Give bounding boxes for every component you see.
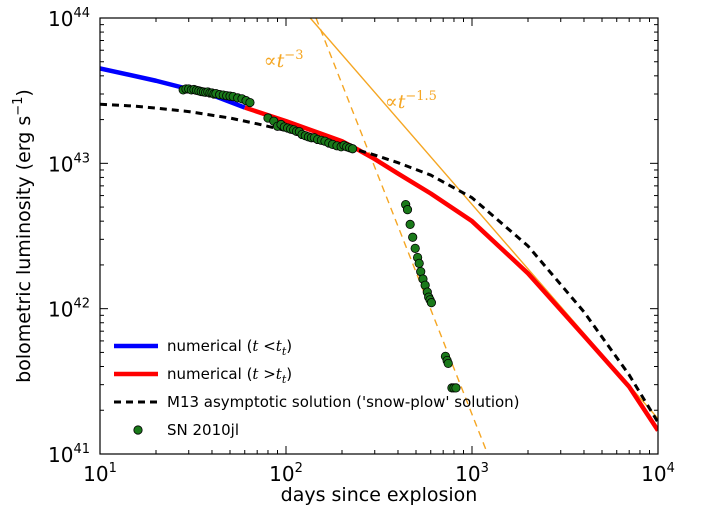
legend-swatch-obs: [134, 426, 142, 434]
data-point-obs-23: [246, 98, 254, 106]
data-point-obs-54: [411, 244, 419, 252]
data-point-obs-63: [427, 298, 435, 306]
data-point-obs-56: [415, 259, 423, 267]
annotation-ann3: ∝t−3: [264, 48, 304, 72]
y-tick-label: 1043: [48, 151, 90, 176]
annotation-ann15: ∝t−1.5: [385, 89, 437, 113]
y-axis-title: bolometric luminosity (erg s−1): [11, 89, 35, 383]
x-tick-label: 101: [83, 461, 117, 486]
data-point-obs-53: [409, 233, 417, 241]
x-tick-label: 102: [269, 461, 303, 486]
data-point-obs-66: [444, 359, 452, 367]
data-point-obs-69: [452, 384, 460, 392]
legend-label-num_early: numerical (t <tt): [167, 337, 292, 358]
series-line-num_late: [245, 108, 658, 431]
annotation-layer: ∝t−3 ∝t−1.5: [264, 48, 437, 113]
x-tick-label: 103: [455, 461, 489, 486]
legend-label-obs: SN 2010jl: [167, 421, 239, 439]
legend-label-num_late: numerical (t >tt): [167, 365, 292, 386]
legend-label-m13: M13 asymptotic solution ('snow-plow' sol…: [167, 393, 520, 411]
y-tick-label: 1044: [48, 6, 90, 31]
series-line-num_early: [100, 68, 245, 107]
data-point-obs-49: [348, 145, 356, 153]
y-tick-label: 1042: [48, 297, 90, 322]
x-tick-label: 104: [641, 461, 675, 486]
plot-frame: [100, 18, 658, 454]
data-point-obs-52: [406, 220, 414, 228]
x-axis-title: days since explosion: [281, 484, 478, 506]
data-point-obs-51: [403, 205, 411, 213]
